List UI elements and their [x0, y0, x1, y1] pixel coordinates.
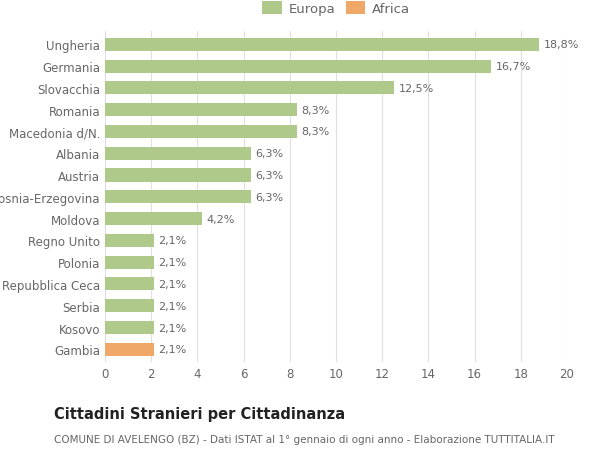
Text: 2,1%: 2,1% — [158, 280, 187, 289]
Text: COMUNE DI AVELENGO (BZ) - Dati ISTAT al 1° gennaio di ogni anno - Elaborazione T: COMUNE DI AVELENGO (BZ) - Dati ISTAT al … — [54, 434, 554, 444]
Text: 2,1%: 2,1% — [158, 257, 187, 268]
Text: 8,3%: 8,3% — [301, 127, 329, 137]
Bar — [105, 39, 539, 52]
Bar — [105, 343, 154, 356]
Bar — [105, 169, 251, 182]
Bar — [105, 278, 154, 291]
Text: 18,8%: 18,8% — [544, 40, 579, 50]
Text: 6,3%: 6,3% — [255, 149, 283, 159]
Text: 2,1%: 2,1% — [158, 236, 187, 246]
Text: 6,3%: 6,3% — [255, 171, 283, 181]
Bar — [105, 191, 251, 204]
Bar — [105, 147, 251, 160]
Text: 4,2%: 4,2% — [206, 214, 235, 224]
Bar — [105, 256, 154, 269]
Bar — [105, 213, 202, 226]
Text: 16,7%: 16,7% — [496, 62, 530, 72]
Text: 8,3%: 8,3% — [301, 106, 329, 115]
Bar — [105, 126, 297, 139]
Text: 6,3%: 6,3% — [255, 192, 283, 202]
Bar — [105, 300, 154, 313]
Bar — [105, 235, 154, 247]
Text: 2,1%: 2,1% — [158, 323, 187, 333]
Legend: Europa, Africa: Europa, Africa — [262, 2, 410, 16]
Bar — [105, 321, 154, 334]
Bar — [105, 61, 491, 73]
Bar — [105, 104, 297, 117]
Text: 2,1%: 2,1% — [158, 345, 187, 354]
Text: Cittadini Stranieri per Cittadinanza: Cittadini Stranieri per Cittadinanza — [54, 406, 345, 421]
Bar — [105, 82, 394, 95]
Text: 12,5%: 12,5% — [398, 84, 434, 94]
Text: 2,1%: 2,1% — [158, 301, 187, 311]
